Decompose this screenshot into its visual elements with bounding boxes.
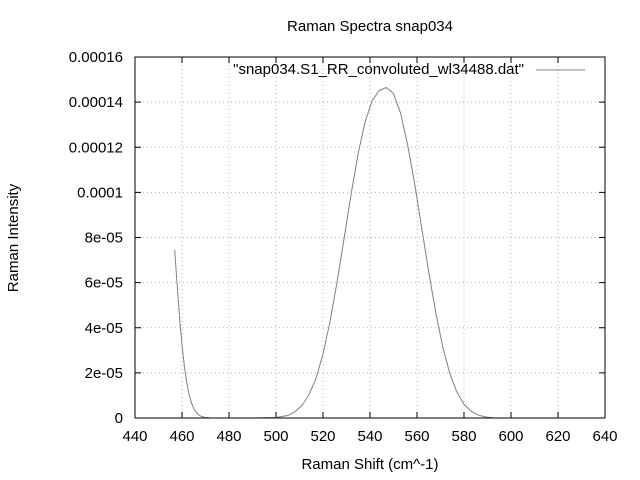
chart-title: Raman Spectra snap034 bbox=[287, 18, 453, 35]
x-tick-label: 560 bbox=[404, 428, 429, 445]
spectrum-line bbox=[174, 86, 495, 419]
x-tick-label: 440 bbox=[122, 428, 147, 445]
y-tick-label: 0.00014 bbox=[69, 94, 123, 111]
x-tick-label: 640 bbox=[592, 428, 617, 445]
y-tick-label: 2e-05 bbox=[85, 365, 123, 382]
y-tick-label: 4e-05 bbox=[85, 320, 123, 337]
x-tick-label: 580 bbox=[451, 428, 476, 445]
axis-ticks: 440 460 480 500 520 540 560 580 600 620 640 0 2e-05 4… bbox=[69, 49, 618, 445]
y-tick-label: 6e-05 bbox=[85, 275, 123, 292]
grid bbox=[135, 57, 605, 418]
x-axis-label: Raman Shift (cm^-1) bbox=[301, 456, 438, 473]
y-tick-label: 8e-05 bbox=[85, 230, 123, 247]
x-tick-label: 480 bbox=[216, 428, 241, 445]
legend: "snap034.S1_RR_convoluted_wl34488.dat" bbox=[233, 61, 585, 78]
x-tick-label: 540 bbox=[357, 428, 382, 445]
x-tick-label: 520 bbox=[310, 428, 335, 445]
y-tick-label: 0 bbox=[115, 410, 123, 427]
y-tick-label: 0.00016 bbox=[69, 49, 123, 66]
legend-label: "snap034.S1_RR_convoluted_wl34488.dat" bbox=[233, 61, 524, 78]
x-tick-label: 600 bbox=[498, 428, 523, 445]
y-tick-label: 0.0001 bbox=[77, 184, 123, 201]
x-tick-label: 500 bbox=[263, 428, 288, 445]
series-layer bbox=[174, 86, 495, 419]
y-axis-label: Raman Intensity bbox=[5, 183, 22, 292]
plot-frame bbox=[134, 56, 606, 419]
y-tick-label: 0.00012 bbox=[69, 139, 123, 156]
x-tick-label: 620 bbox=[545, 428, 570, 445]
x-tick-label: 460 bbox=[169, 428, 194, 445]
